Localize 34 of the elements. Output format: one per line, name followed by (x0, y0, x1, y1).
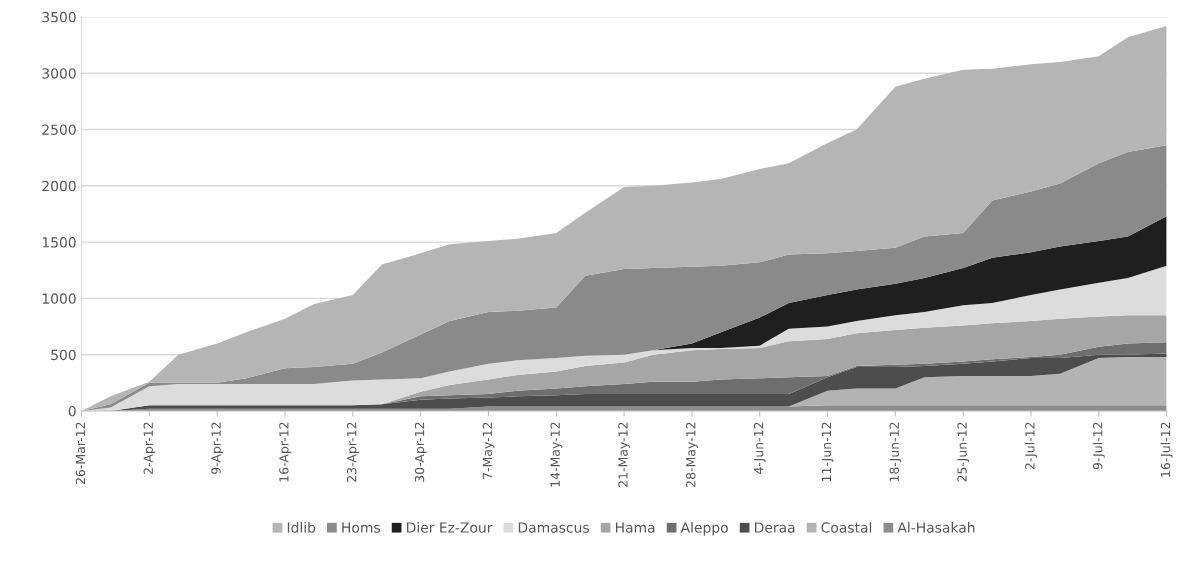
legend-label: Coastal (821, 522, 872, 533)
legend-label: Homs (342, 522, 380, 533)
legend-label: Dier Ez-Zour (407, 522, 493, 533)
legend-label: Deraa (755, 522, 795, 533)
x-tick-label: 16-Jul-12 (1160, 422, 1173, 477)
legend-label: Al-Hasakah (897, 522, 975, 533)
x-tick-label: 11-Jun-12 (821, 422, 834, 482)
legend-label: Idlib (287, 522, 316, 533)
x-tick-label: 28-May-12 (686, 422, 698, 487)
y-tick-label: 2500 (42, 124, 76, 135)
x-tick-label: 2-Apr-12 (143, 422, 156, 474)
x-tick-label: 16-Apr-12 (279, 422, 292, 482)
x-tick-label: 21-May-12 (618, 422, 631, 487)
x-tick-label: 2-Jul-12 (1024, 422, 1037, 470)
x-tick-label: 25-Jun-12 (957, 422, 970, 482)
y-tick-label: 1000 (42, 293, 76, 304)
x-tick-label: 9-Jul-12 (1092, 422, 1105, 470)
x-tick-label: 4-Jun-12 (753, 422, 766, 474)
x-tick-label: 7-May-12 (482, 422, 495, 479)
legend-label: Hama (615, 522, 655, 533)
y-tick-label: 2000 (42, 180, 76, 192)
legend-label: Damascus (518, 522, 589, 533)
y-tick-label: 1500 (42, 237, 76, 248)
y-tick-label: 3500 (42, 11, 76, 23)
x-tick-label: 30-Apr-12 (414, 422, 427, 482)
x-tick-label: 23-Apr-12 (346, 422, 359, 482)
x-tick-label: 26-Mar-12 (75, 422, 86, 485)
y-tick-label: 500 (51, 349, 76, 361)
x-tick-label: 9-Apr-12 (211, 422, 224, 475)
y-tick-label: 0 (68, 405, 76, 417)
legend-label: Aleppo (680, 522, 728, 536)
x-tick-label: 14-May-12 (550, 422, 563, 487)
x-tick-label: 18-Jun-12 (889, 422, 902, 482)
y-tick-label: 3000 (42, 68, 76, 79)
